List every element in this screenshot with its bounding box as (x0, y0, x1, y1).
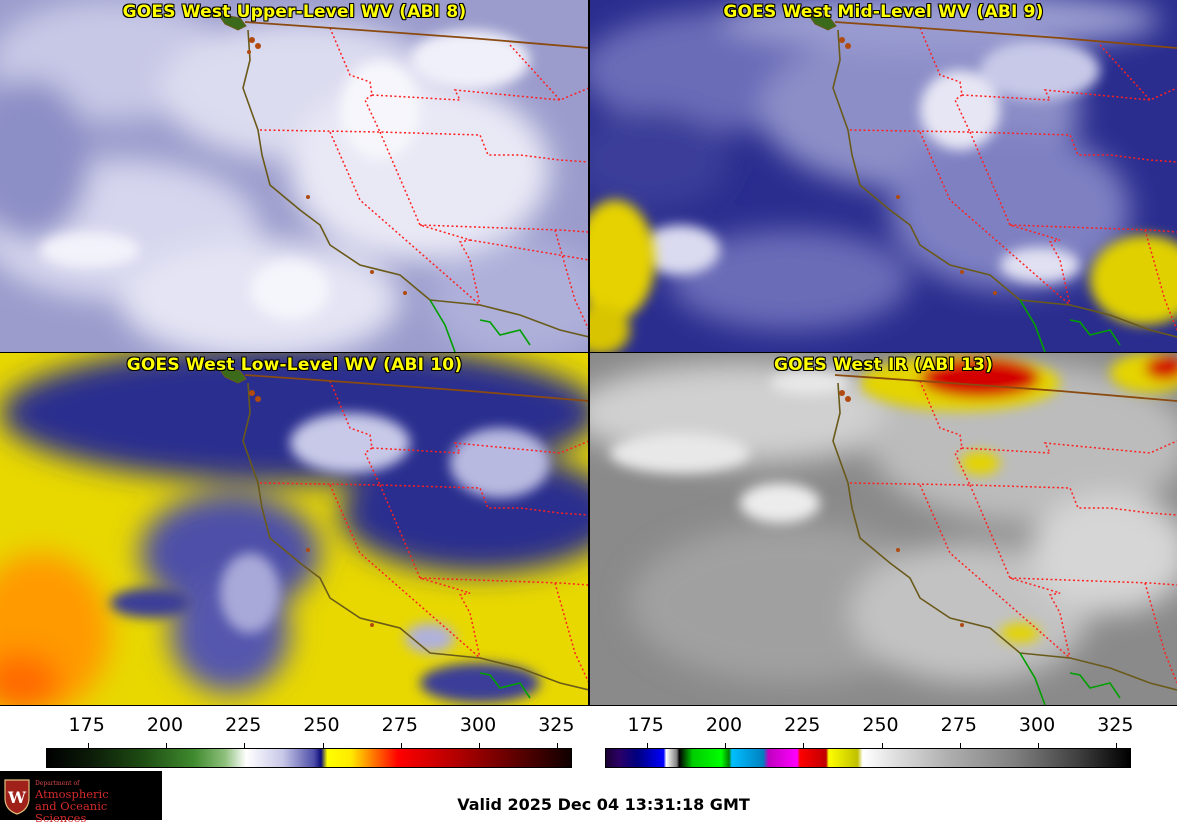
colorbar-tick-mark (881, 743, 883, 749)
colorbar-tick-mark (959, 743, 961, 749)
colorbar-tick-label: 175 (68, 714, 105, 736)
colorbar-tick-label: 325 (538, 714, 575, 736)
logo-dept: Department of (35, 780, 80, 787)
panel-ir: GOES West IR (ABI 13) (590, 353, 1177, 705)
panel-title: GOES West Low-Level WV (ABI 10) (126, 355, 463, 375)
panel-divider-bottom (0, 705, 1177, 706)
low-wv-map-overlay (216, 366, 589, 699)
mid-wv-map-overlay (806, 13, 1177, 352)
valid-time: Valid 2025 Dec 04 13:31:18 GMT (457, 795, 750, 814)
colorbar-tick-mark (400, 743, 402, 749)
panel-divider-horizontal (0, 352, 1177, 353)
colorbar-tick-label: 225 (784, 714, 821, 736)
panel-low-level-wv: GOES West Low-Level WV (ABI 10) (0, 353, 589, 705)
colorbar-right-ticks: 175 200 225 250 275 300 325 (605, 714, 1134, 744)
upper-wv-image (0, 0, 589, 352)
colorbar-tick-label: 200 (705, 714, 743, 736)
colorbar-tick-mark (557, 743, 559, 749)
colorbar-tick-label: 250 (303, 714, 340, 736)
colorbar-tick-mark (165, 743, 167, 749)
panel-title: GOES West Mid-Level WV (ABI 9) (723, 2, 1044, 22)
panel-divider-vertical (588, 0, 590, 706)
colorbar-tick-label: 250 (862, 714, 899, 736)
colorbar-tick-mark (87, 743, 89, 749)
colorbar-tick-mark (646, 743, 648, 749)
logo-line1: Atmospheric (35, 787, 109, 801)
upper-wv-map-overlay (216, 13, 589, 352)
panel-upper-level-wv: GOES West Upper-Level WV (ABI 8) (0, 0, 589, 352)
uw-crest-icon: W (4, 779, 30, 815)
ir-map-overlay (832, 374, 1177, 705)
colorbar-tick-label: 175 (627, 714, 664, 736)
colorbar-tick-label: 325 (1097, 714, 1134, 736)
colorbar-tick-mark (479, 743, 481, 749)
colorbar-tick-label: 275 (381, 714, 418, 736)
colorbar-tick-label: 225 (225, 714, 262, 736)
colorbar-tick-mark (803, 743, 805, 749)
panel-title: GOES West IR (ABI 13) (773, 355, 994, 375)
colorbar-wv (46, 743, 572, 768)
colorbar-tick-mark (322, 743, 324, 749)
panel-title: GOES West Upper-Level WV (ABI 8) (122, 2, 467, 22)
colorbar-tick-mark (244, 743, 246, 749)
colorbar-tick-label: 275 (940, 714, 977, 736)
panel-mid-level-wv: GOES West Mid-Level WV (ABI 9) (590, 0, 1177, 352)
colorbar-tick-mark (724, 743, 726, 749)
colorbar-left-ticks: 175 200 225 250 275 300 325 (46, 714, 575, 744)
low-wv-image (0, 353, 589, 705)
mid-wv-image (590, 0, 1177, 352)
colorbar-tick-mark (1116, 743, 1118, 749)
colorbar-tick-label: 300 (1018, 714, 1056, 736)
colorbar-tick-label: 300 (459, 714, 497, 736)
svg-text:W: W (7, 788, 27, 807)
aos-logo: W Department of Atmospheric and Oceanic … (0, 771, 162, 824)
colorbar-ir (605, 743, 1131, 768)
colorbar-tick-label: 200 (146, 714, 184, 736)
colorbar-tick-mark (1038, 743, 1040, 749)
